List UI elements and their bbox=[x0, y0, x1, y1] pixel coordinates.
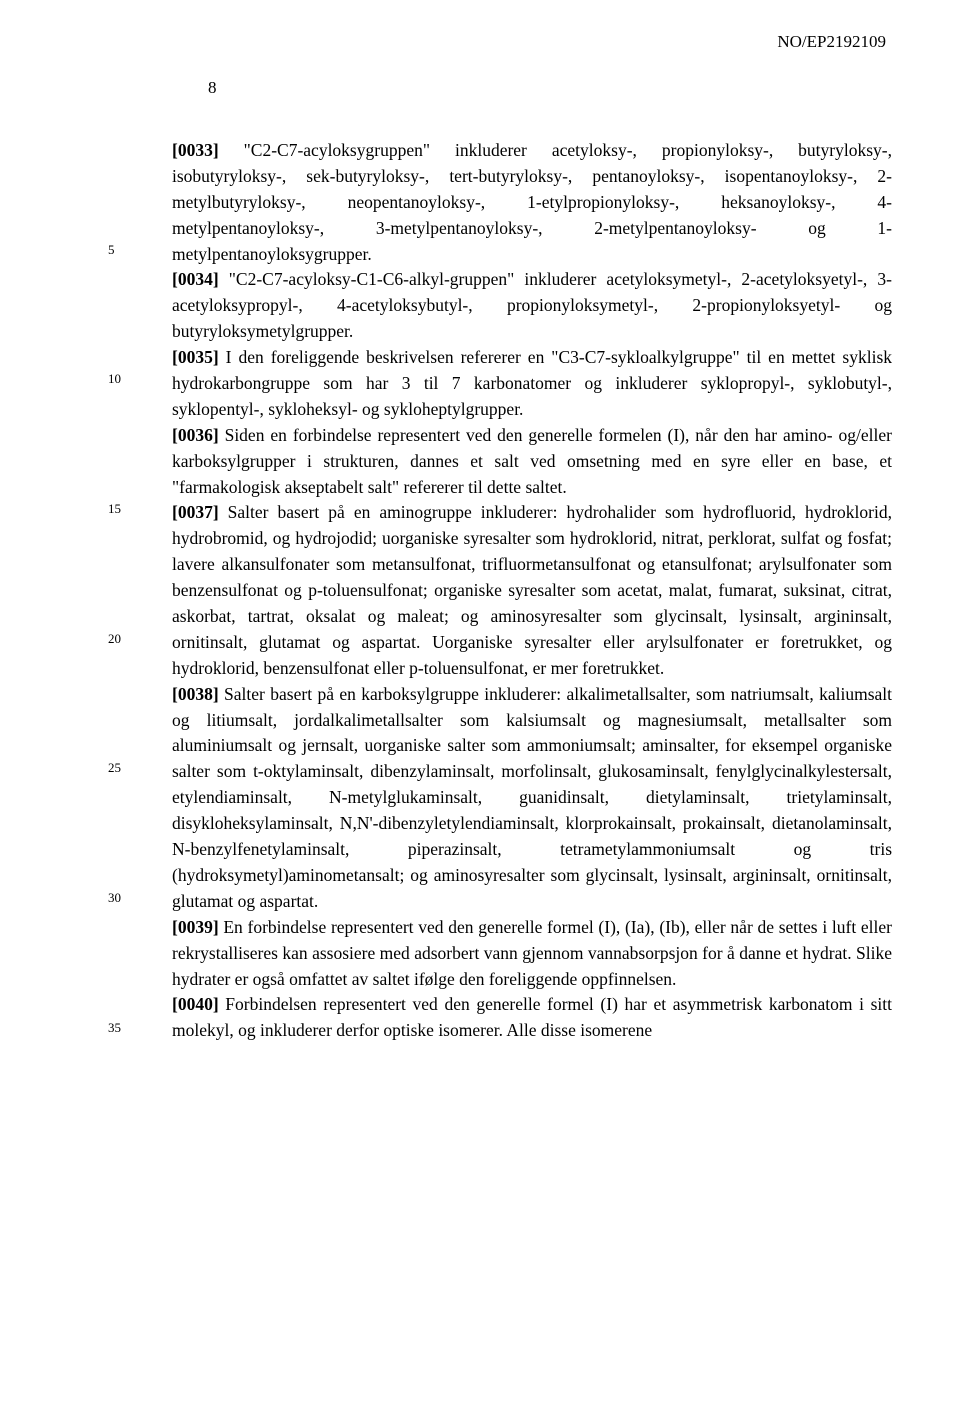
para-text-0033: "C2-C7-acyloksygruppen" inkluderer acety… bbox=[172, 140, 892, 264]
para-label-0039: [0039] bbox=[172, 917, 219, 937]
line-number-25: 25 bbox=[108, 760, 121, 776]
line-number-5: 5 bbox=[108, 242, 115, 258]
line-number-15: 15 bbox=[108, 501, 121, 517]
line-number-30: 30 bbox=[108, 890, 121, 906]
line-number-10: 10 bbox=[108, 371, 121, 387]
line-number-20: 20 bbox=[108, 631, 121, 647]
page-number: 8 bbox=[208, 78, 217, 98]
para-text-0038: Salter basert på en karboksylgruppe inkl… bbox=[172, 684, 892, 911]
para-label-0037: [0037] bbox=[172, 502, 219, 522]
para-text-0036: Siden en forbindelse representert ved de… bbox=[172, 425, 892, 497]
para-label-0035: [0035] bbox=[172, 347, 219, 367]
para-label-0033: [0033] bbox=[172, 140, 219, 160]
para-label-0034: [0034] bbox=[172, 269, 219, 289]
line-number-35: 35 bbox=[108, 1020, 121, 1036]
document-id: NO/EP2192109 bbox=[777, 32, 886, 52]
para-text-0039: En forbindelse representert ved den gene… bbox=[172, 917, 892, 989]
document-body: [0033] "C2-C7-acyloksygruppen" inkludere… bbox=[172, 138, 892, 1044]
para-text-0040: Forbindelsen representert ved den genere… bbox=[172, 994, 892, 1040]
para-label-0036: [0036] bbox=[172, 425, 219, 445]
para-text-0034: "C2-C7-acyloksy-C1-C6-alkyl-gruppen" ink… bbox=[172, 269, 892, 341]
para-text-0037: Salter basert på en aminogruppe inkluder… bbox=[172, 502, 892, 677]
para-label-0040: [0040] bbox=[172, 994, 219, 1014]
para-text-0035: I den foreliggende beskrivelsen referere… bbox=[172, 347, 892, 419]
para-label-0038: [0038] bbox=[172, 684, 219, 704]
